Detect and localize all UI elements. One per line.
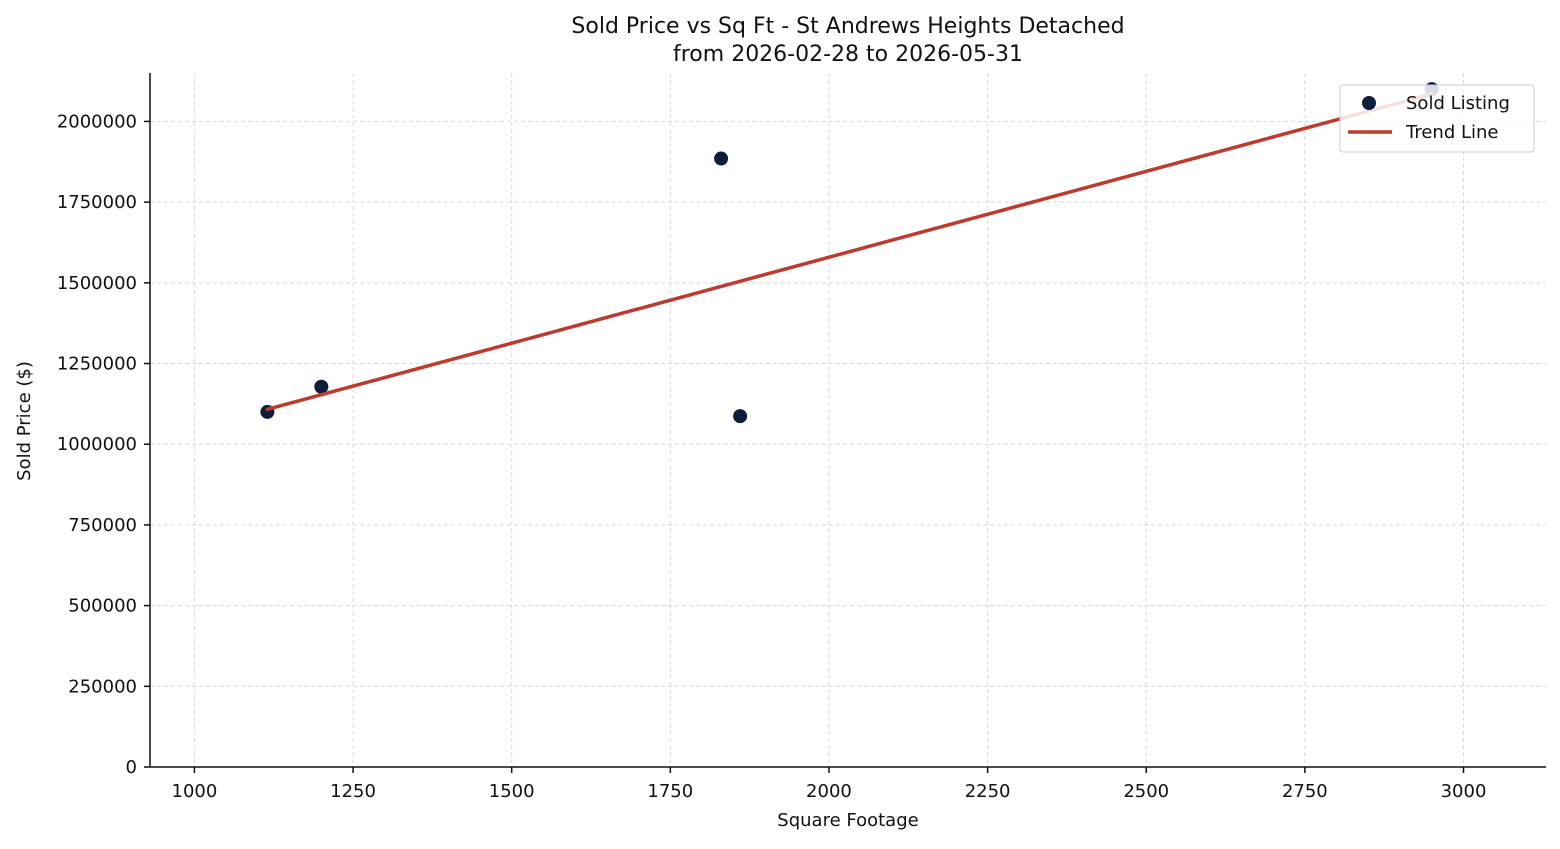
scatter-point [714, 151, 729, 166]
y-tick-label: 1500000 [57, 273, 137, 294]
y-tick-label: 1000000 [57, 434, 137, 455]
x-tick-label: 2750 [1282, 781, 1328, 802]
y-tick-label: 2000000 [57, 111, 137, 132]
y-tick-label: 500000 [68, 596, 137, 617]
x-axis-ticks: 1000 1250 1500 1750 2000 2250 2500 2750 3000 [172, 767, 1487, 802]
x-tick-label: 1750 [647, 781, 693, 802]
grid [150, 73, 1546, 768]
x-tick-label: 2250 [965, 781, 1011, 802]
y-axis-label: Sold Price ($) [14, 361, 35, 481]
chart-title: Sold Price vs Sq Ft - St Andrews Heights… [571, 14, 1124, 39]
x-tick-label: 1250 [330, 781, 376, 802]
y-tick-label: 1250000 [57, 354, 137, 375]
x-tick-label: 3000 [1441, 781, 1487, 802]
x-tick-label: 2000 [806, 781, 852, 802]
x-axis-label: Square Footage [777, 810, 918, 831]
y-tick-label: 0 [126, 757, 137, 778]
chart-subtitle: from 2026-02-28 to 2026-05-31 [673, 42, 1023, 67]
x-tick-label: 1000 [172, 781, 218, 802]
legend: Sold Listing Trend Line [1339, 84, 1535, 153]
y-tick-label: 1750000 [57, 192, 137, 213]
x-tick-label: 2500 [1123, 781, 1169, 802]
data-series [260, 82, 1439, 424]
y-tick-label: 250000 [68, 676, 137, 697]
legend-box [1339, 84, 1535, 153]
x-tick-label: 1500 [489, 781, 535, 802]
legend-scatter-marker [1362, 96, 1376, 110]
y-tick-label: 750000 [68, 515, 137, 536]
y-axis-ticks: 0 250000 500000 750000 1000000 1250000 1500000… [57, 111, 150, 778]
scatter-point [314, 379, 329, 394]
axes-spines [149, 73, 1546, 768]
scatter-point [733, 409, 748, 424]
trend-line [265, 92, 1434, 412]
legend-label-sold-listing: Sold Listing [1406, 93, 1510, 114]
legend-label-trend-line: Trend Line [1405, 122, 1499, 143]
